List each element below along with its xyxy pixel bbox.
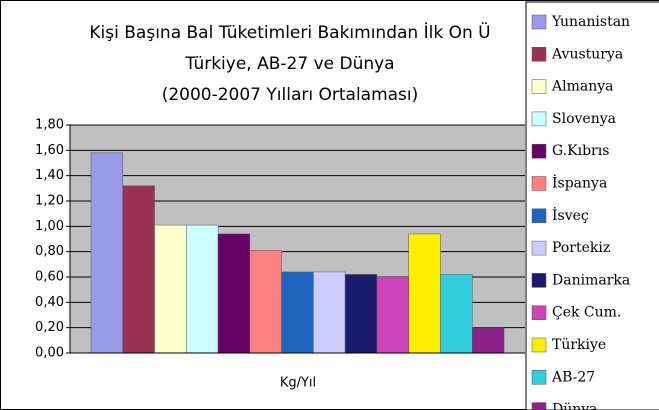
bar bbox=[90, 152, 124, 354]
bar bbox=[249, 250, 282, 354]
bar bbox=[376, 276, 409, 354]
bar bbox=[408, 233, 441, 354]
legend-label: Çek Cum. bbox=[552, 305, 621, 321]
legend-swatch bbox=[531, 305, 547, 320]
y-tick-label: 1,20 bbox=[35, 194, 64, 209]
chart-title: Türkiye, AB-27 ve Dünya bbox=[184, 54, 394, 74]
bar bbox=[154, 224, 187, 354]
legend-swatch bbox=[531, 337, 547, 353]
legend-label: Portekiz bbox=[552, 240, 610, 256]
chart-title: (2000-2007 Yılları Ortalaması) bbox=[162, 85, 419, 105]
legend-label: AB-27 bbox=[551, 369, 595, 385]
legend-swatch bbox=[531, 208, 547, 224]
bar bbox=[313, 271, 346, 354]
legend-swatch bbox=[531, 14, 547, 30]
x-axis-label: Kg/Yıl bbox=[280, 376, 316, 391]
legend-swatch bbox=[531, 402, 547, 410]
y-tick-label: 1,60 bbox=[35, 143, 64, 158]
legend-label: Avusturya bbox=[551, 46, 623, 62]
bar bbox=[344, 274, 378, 354]
legend-label: Danimarka bbox=[552, 272, 630, 288]
legend-swatch bbox=[531, 111, 547, 127]
bar bbox=[186, 224, 219, 354]
legend-label: Almanya bbox=[551, 79, 613, 95]
bar bbox=[281, 271, 314, 354]
legend-label: Slovenya bbox=[552, 111, 616, 127]
bar bbox=[122, 185, 155, 354]
legend-swatch bbox=[531, 370, 547, 385]
bar bbox=[471, 327, 505, 354]
legend-swatch bbox=[531, 240, 547, 256]
chart-title: Kişi Başına Bal Tüketimleri Bakımından İ… bbox=[89, 21, 490, 43]
y-tick-label: 0,60 bbox=[35, 270, 64, 285]
legend-swatch bbox=[531, 143, 547, 159]
legend-label: Türkiye bbox=[552, 337, 606, 353]
legend-label: G.Kıbrıs bbox=[552, 143, 609, 159]
legend-label: Yunanistan bbox=[551, 14, 630, 30]
legend-box bbox=[525, 1, 659, 410]
legend-label: İsveç bbox=[552, 206, 589, 224]
legend-label: İspanya bbox=[552, 174, 607, 192]
y-tick-label: 0,40 bbox=[35, 295, 64, 310]
y-tick-label: 1,80 bbox=[35, 118, 64, 133]
bar bbox=[217, 233, 251, 354]
legend-label: Dünya bbox=[552, 402, 598, 410]
legend-swatch bbox=[531, 47, 547, 62]
legend-swatch bbox=[531, 79, 547, 94]
y-tick-label: 0,00 bbox=[35, 346, 64, 361]
legend-swatch bbox=[531, 273, 547, 288]
y-tick-label: 0,20 bbox=[35, 320, 64, 335]
legend-swatch bbox=[531, 176, 547, 191]
y-tick-label: 1,00 bbox=[35, 219, 64, 234]
bar bbox=[440, 274, 473, 354]
y-tick-label: 1,40 bbox=[35, 168, 64, 183]
y-tick-label: 0,80 bbox=[35, 244, 64, 259]
